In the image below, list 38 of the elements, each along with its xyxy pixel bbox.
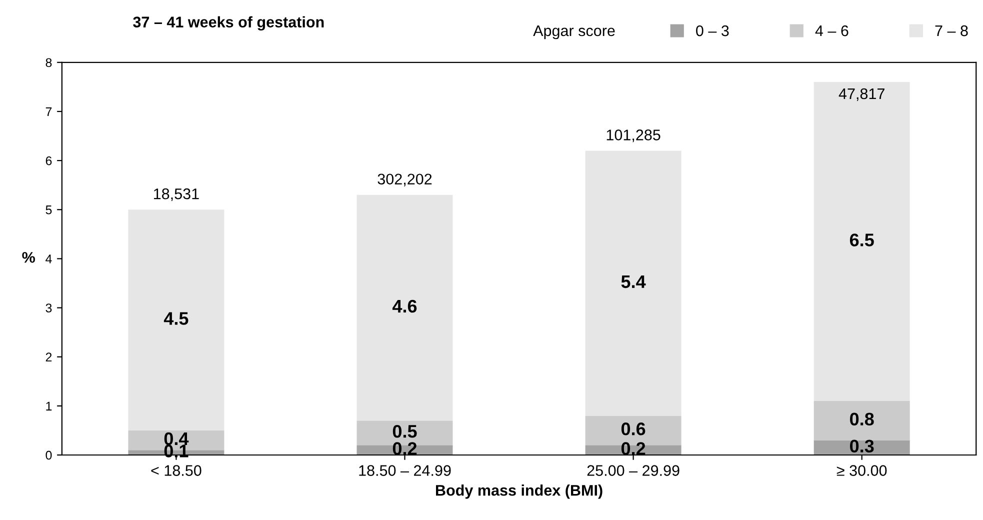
x-axis-title: Body mass index (BMI) [436, 484, 602, 499]
y-tick-label: 4 [46, 254, 52, 264]
legend-label: 0 – 3 [696, 25, 729, 36]
y-tick-label: 2 [46, 352, 52, 362]
y-tick-label: 8 [46, 58, 52, 68]
bar [814, 401, 910, 440]
x-tick-label: 18.50 – 24.99 [359, 465, 451, 476]
data-label: 6.5 [850, 234, 874, 246]
bar [814, 82, 910, 402]
bar [356, 194, 453, 421]
x-tick-label: ≥ 30.00 [836, 465, 887, 476]
data-label: 0.8 [850, 412, 874, 426]
y-axis-title: % [22, 252, 35, 263]
x-tick-label: < 18.50 [151, 465, 202, 476]
annotation: 101,285 [606, 130, 660, 142]
y-tick-label: 5 [46, 206, 52, 214]
y-tick-label: 1 [46, 402, 52, 410]
legend-label: 7 – 8 [935, 25, 968, 36]
legend-label: 4 – 6 [815, 25, 848, 36]
annotation: 18,531 [154, 188, 199, 202]
y-tick-label: 3 [46, 304, 52, 312]
data-label: 4.6 [392, 300, 417, 313]
bar [585, 150, 682, 416]
y-tick-label: 6 [46, 156, 52, 166]
annotation: 47,817 [838, 88, 884, 101]
y-tick-label: 7 [46, 107, 52, 116]
chart-title: 37 – 41 weeks of gestation [133, 16, 324, 31]
legend-title: Apgar score [533, 25, 615, 40]
data-label: 0.5 [392, 424, 417, 438]
data-label: 0.6 [621, 422, 646, 436]
data-label: 4.5 [164, 312, 188, 325]
data-label: 5.4 [621, 275, 646, 288]
bar [128, 210, 224, 430]
x-tick-label: 25.00 – 29.99 [587, 465, 680, 476]
y-tick-label: 0 [46, 450, 52, 460]
annotation: 302,202 [378, 174, 432, 186]
data-label: 0.3 [850, 440, 874, 453]
data-label: 0.4 [164, 432, 189, 446]
